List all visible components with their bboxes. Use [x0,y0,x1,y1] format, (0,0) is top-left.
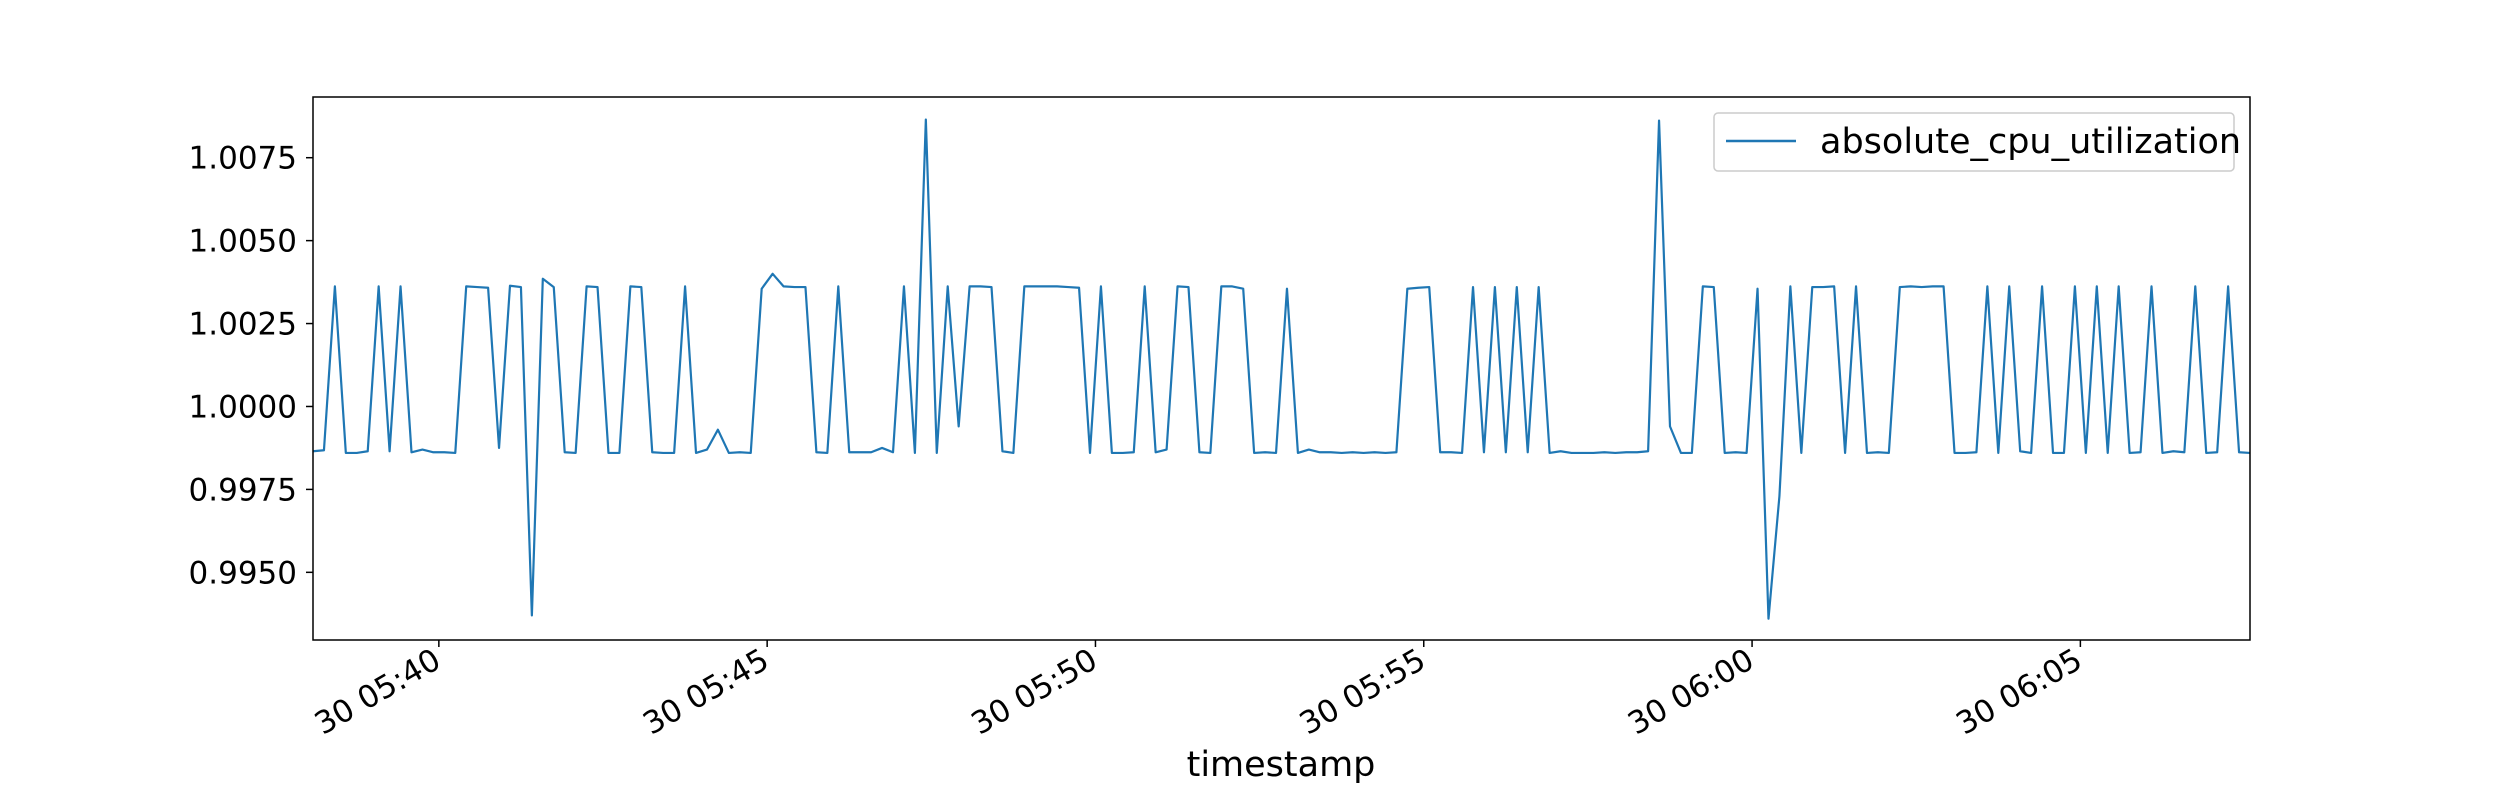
y-tick-label: 1.0075 [189,141,297,177]
y-tick-label: 1.0025 [189,307,297,343]
legend-label: absolute_cpu_utilization [1820,122,2241,162]
y-tick-label: 1.0000 [189,389,297,425]
series-line [313,120,2250,619]
y-axis: 0.9950 0.9975 1.0000 1.0025 1.0050 1.0075 [189,141,313,591]
legend: absolute_cpu_utilization [1713,112,2241,172]
y-tick-label: 0.9950 [189,555,297,591]
y-tick-label: 1.0050 [189,224,297,260]
x-axis-title: timestamp [1187,745,1376,785]
legend-box [1713,112,2235,172]
y-tick-label: 0.9975 [189,472,297,508]
plot-frame [312,96,2251,641]
series-layer [313,120,2250,619]
